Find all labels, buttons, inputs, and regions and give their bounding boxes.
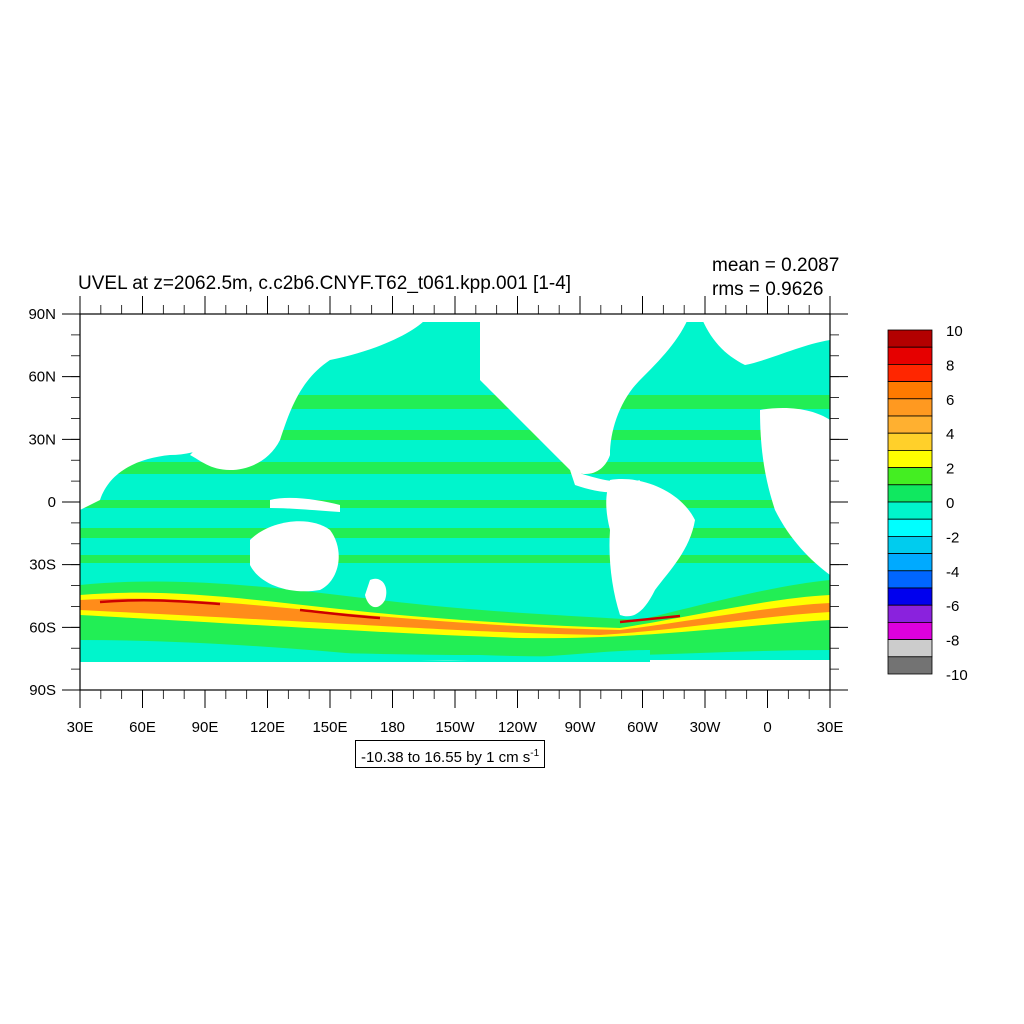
axis-ticks [62, 296, 848, 708]
colorbar-labels: 10 8 6 4 2 0 -2 -4 -6 -8 -10 [946, 323, 968, 684]
colorbar-swatch [887, 501, 933, 520]
colorbar-swatch [887, 346, 933, 365]
ocean-field [80, 314, 830, 690]
lon-label: 30W [690, 719, 722, 736]
lat-label: 90N [28, 306, 56, 323]
lon-label: 180 [380, 719, 405, 736]
colorbar-swatch [887, 381, 933, 400]
colorbar-label: 2 [946, 461, 954, 478]
colorbar-swatch [887, 432, 933, 451]
colorbar-label: -6 [946, 598, 959, 615]
colorbar-swatch [887, 329, 933, 348]
lon-label: 0 [763, 719, 771, 736]
colorbar-swatch [887, 415, 933, 434]
colorbar-swatch [887, 363, 933, 382]
plot-title: UVEL at z=2062.5m, c.c2b6.CNYF.T62_t061.… [78, 273, 572, 294]
lat-label: 30N [28, 431, 56, 448]
lat-label: 60S [29, 619, 56, 636]
colorbar-label: -4 [946, 564, 959, 581]
lat-label: 60N [28, 369, 56, 386]
colorbar-label: 0 [946, 495, 954, 512]
range-text: -10.38 to 16.55 by 1 cm s [361, 749, 531, 766]
colorbar-label: -8 [946, 633, 959, 650]
colorbar-label: 10 [946, 323, 963, 340]
colorbar-swatch [887, 449, 933, 468]
colorbar-swatch [887, 656, 933, 675]
lat-label: 0 [48, 494, 56, 511]
colorbar-swatch [887, 484, 933, 503]
lat-label: 30S [29, 557, 56, 574]
lon-label: 150E [312, 719, 347, 736]
lon-label: 120W [498, 719, 538, 736]
rms-stat: rms = 0.9626 [712, 279, 824, 300]
lon-label: 120E [250, 719, 285, 736]
colorbar-swatch [887, 604, 933, 623]
lon-label: 90W [565, 719, 597, 736]
lon-label: 60E [129, 719, 156, 736]
lon-label: 30E [67, 719, 94, 736]
lat-label: 90S [29, 682, 56, 699]
colorbar-swatch [887, 622, 933, 641]
colorbar-swatch [887, 467, 933, 486]
mean-stat: mean = 0.2087 [712, 255, 840, 276]
lat-labels: 90N 60N 30N 0 30S 60S 90S [28, 306, 56, 699]
colorbar-swatch [887, 536, 933, 555]
colorbar-swatch [887, 570, 933, 589]
range-unit-exponent: -1 [530, 748, 540, 759]
colorbar-label: 6 [946, 392, 954, 409]
colorbar-label: 4 [946, 426, 954, 443]
lon-labels: 30E 60E 90E 120E 150E 180 150W 120W 90W 60W 30W 0 30… [67, 719, 844, 736]
lon-label: 150W [435, 719, 475, 736]
colorbar [887, 329, 933, 675]
range-label: -10.38 to 16.55 by 1 cm s-1 [355, 740, 546, 768]
colorbar-swatch [887, 587, 933, 606]
colorbar-label: -2 [946, 529, 959, 546]
colorbar-swatch [887, 639, 933, 658]
colorbar-label: -10 [946, 667, 968, 684]
colorbar-label: 8 [946, 357, 954, 374]
lon-label: 60W [627, 719, 659, 736]
colorbar-swatch [887, 398, 933, 417]
lon-label: 30E [817, 719, 844, 736]
colorbar-swatch [887, 518, 933, 537]
lon-label: 90E [192, 719, 219, 736]
colorbar-swatch [887, 553, 933, 572]
